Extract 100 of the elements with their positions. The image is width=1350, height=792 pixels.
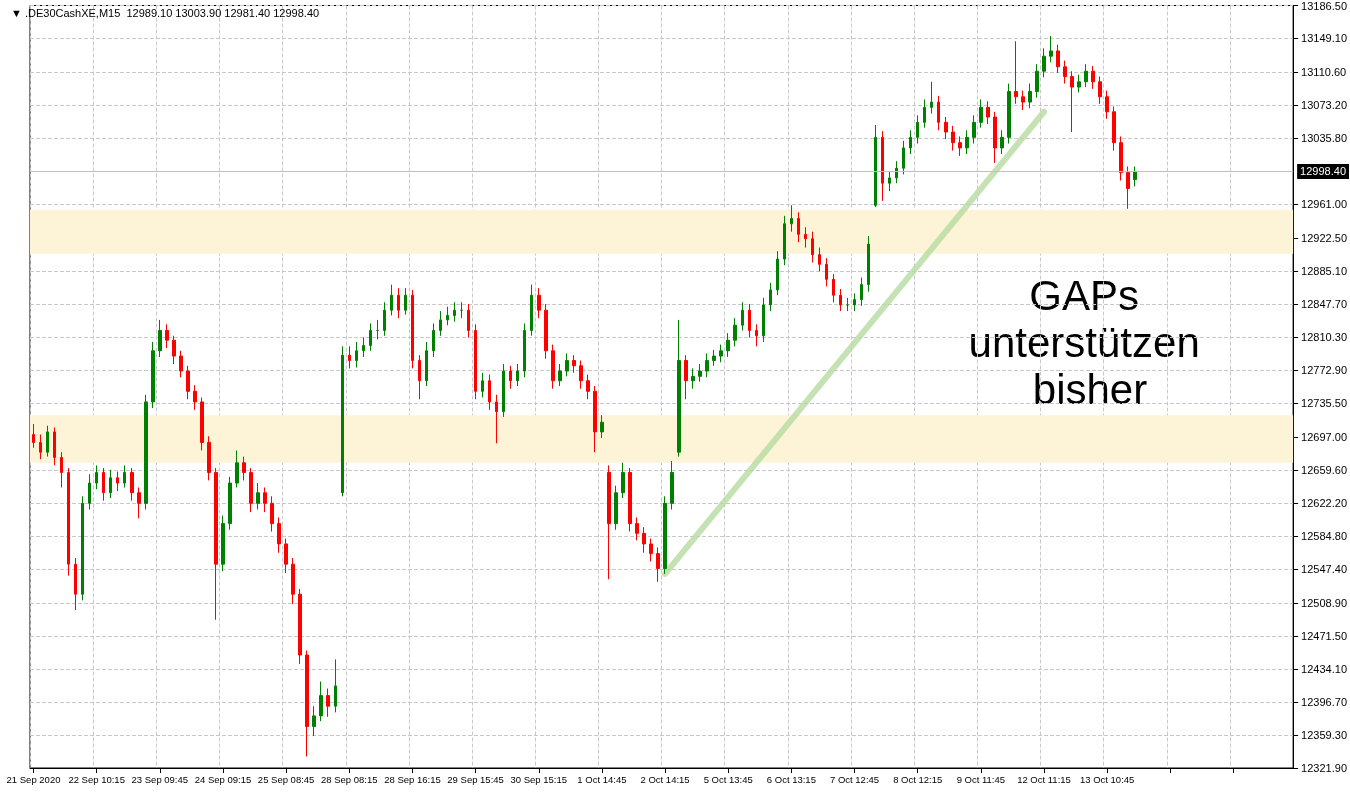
candlestick [719,344,723,363]
candlestick [355,341,358,369]
candlestick [902,140,905,175]
y-tick-label: 12622.20 [1301,497,1348,510]
candlestick [284,538,288,574]
candlestick [1014,40,1018,105]
candlestick [277,516,281,554]
candlestick [334,658,337,713]
x-tick-label: 28 Sep 08:15 [321,773,378,785]
y-tick-label: 12508.90 [1301,597,1348,610]
candlestick [102,467,105,502]
candlestick [1021,90,1025,111]
y-tick-label: 12584.80 [1301,530,1348,543]
candlestick [362,337,365,358]
candlestick [818,247,821,272]
candlestick [425,341,428,387]
candlestick [656,546,660,583]
candlestick [895,160,898,184]
candlestick [776,250,779,296]
candlestick [705,352,709,378]
candlestick [341,345,344,497]
candlestick [256,482,260,511]
y-tick-label: 13035.80 [1301,132,1348,145]
candlestick [916,114,919,145]
candlestick [1000,129,1004,155]
x-tick-label: 7 Oct 12:45 [829,773,880,785]
candlestick [249,467,253,513]
x-tick-label: 25 Sep 08:45 [257,773,315,785]
candlestick [88,473,91,511]
candlestick [860,277,863,307]
candlestick [726,332,730,358]
candlestick [263,486,267,513]
y-tick-label: 12321.90 [1301,762,1348,774]
candlestick [369,322,372,352]
candlestick [600,414,604,439]
x-tick-label: 9 Oct 11:45 [956,773,1006,785]
candlestick [733,317,737,347]
candlestick [1056,44,1060,74]
candlestick [151,341,155,409]
candlestick [944,116,948,140]
candlestick [67,467,70,577]
x-tick-label: 24 Sep 09:15 [194,773,252,785]
candlestick [165,323,169,349]
candlestick [586,374,590,400]
candlestick [481,372,484,399]
candlestick [937,95,940,131]
candlestick [958,135,962,157]
candlestick [909,129,912,155]
candlestick [951,125,955,152]
candlestick [614,485,618,531]
candlestick [1070,70,1074,133]
candlestick [502,363,505,418]
y-tick-label: 12961.00 [1301,198,1348,211]
candlestick [853,292,856,312]
candlestick [453,301,456,323]
candlestick [200,397,204,451]
candlestick [516,363,519,387]
candlestick [495,394,498,444]
candlestick [979,98,983,129]
candlestick [109,469,112,499]
candlestick [509,365,512,390]
candlestick [663,495,667,575]
y-tick-label: 12810.30 [1301,331,1348,344]
y-tick-label: 12359.30 [1301,729,1348,742]
x-tick-label: 28 Sep 16:15 [384,773,441,785]
candlestick [53,426,56,466]
candlestick [965,129,969,155]
ref-line-label: 12998.40 [1300,165,1347,178]
candlestick [530,284,533,337]
candlestick [446,306,449,326]
candlestick [1042,47,1046,78]
x-tick-label: 12 Oct 11:15 [1017,773,1071,785]
candlestick [537,287,541,319]
candlestick [1049,35,1053,63]
y-tick-label: 12396.70 [1301,696,1348,709]
y-tick-label: 12735.50 [1301,397,1348,410]
candlestick [460,301,463,319]
candlestick [172,335,176,365]
y-tick-label: 12471.50 [1301,630,1348,643]
candlestick [439,310,442,337]
candlestick [1035,63,1039,99]
candlestick [474,323,477,400]
y-tick-label: 12659.60 [1301,464,1348,477]
candlestick [593,385,597,453]
candlestick [404,287,407,316]
y-tick-label: 12547.40 [1301,563,1348,576]
y-tick-label: 12885.10 [1301,265,1348,278]
candlestick [376,319,379,340]
candlestick [130,467,134,502]
candlestick [418,354,421,400]
candlestick [972,114,976,145]
candlestick [691,367,695,390]
candlestick [874,124,877,208]
candlestick [1119,135,1123,182]
candlestick [677,319,681,458]
candlestick [81,495,84,601]
candlestick [839,288,842,312]
candlestick [797,211,800,243]
candlestick [790,204,793,233]
x-tick-label: 23 Sep 09:45 [131,773,189,785]
